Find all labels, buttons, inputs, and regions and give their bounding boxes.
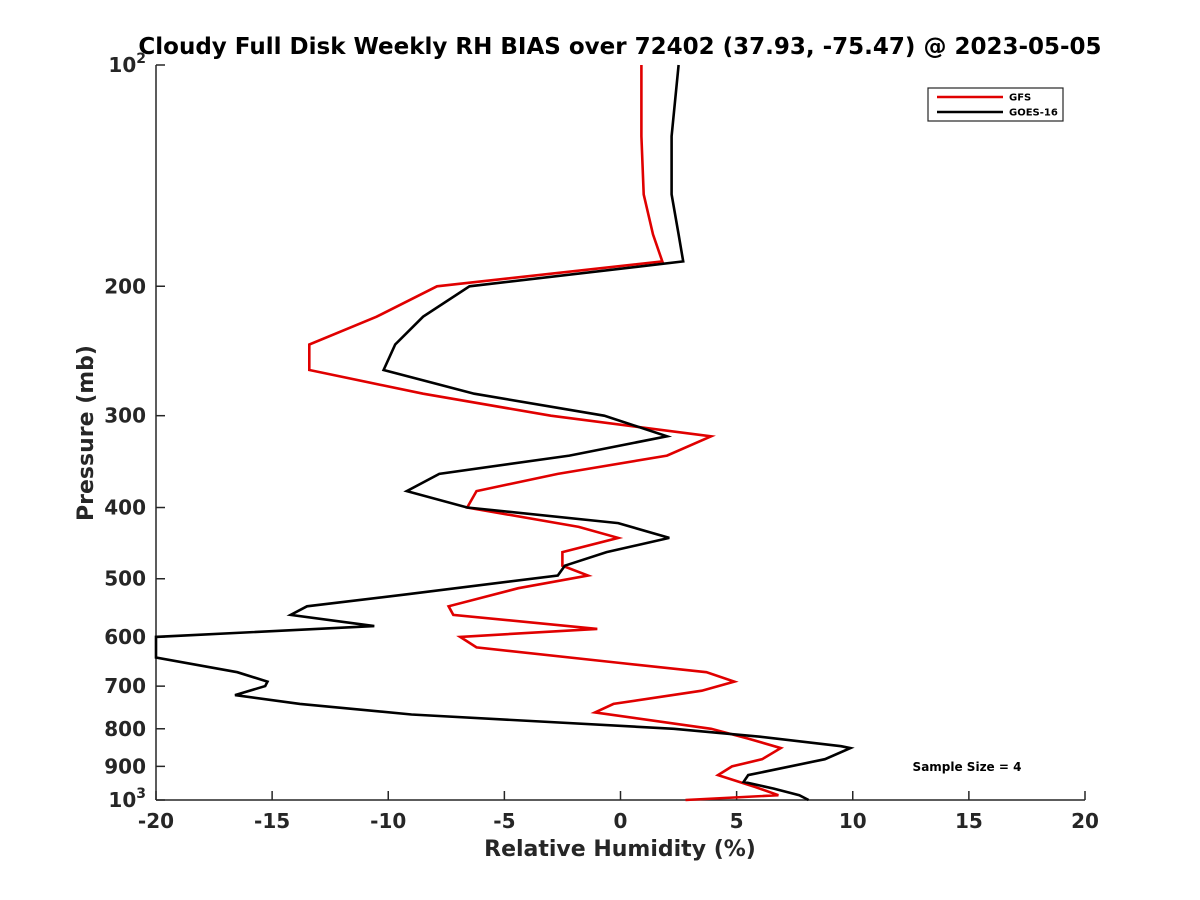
series-line-gfs (307, 65, 785, 802)
x-tick-label: -5 (493, 809, 515, 833)
plot-area (155, 65, 1085, 801)
y-tick-label-base: 10 (108, 788, 136, 812)
y-tick-label: 200 (104, 274, 146, 298)
y-tick-label-base: 900 (104, 754, 146, 778)
x-tick-label: -10 (370, 809, 406, 833)
y-tick-label-exponent: 3 (136, 786, 146, 802)
y-tick-label: 500 (104, 567, 146, 591)
y-tick-label: 102 (108, 51, 146, 77)
series-layer (154, 64, 855, 802)
legend-box (927, 87, 1064, 122)
legend: GFS GOES-16 (927, 87, 1064, 122)
x-tick-label: 5 (730, 809, 744, 833)
y-tick-label-exponent: 2 (136, 51, 146, 67)
y-tick-label-base: 200 (104, 274, 146, 298)
y-tick-label-base: 10 (108, 53, 136, 77)
x-tick-label: 15 (955, 809, 983, 833)
y-tick-label-base: 800 (104, 717, 146, 741)
x-tick-label: 20 (1071, 809, 1099, 833)
y-tick-label: 103 (108, 786, 146, 812)
x-axis-ticks: -20 -15 -10 -5 0 5 10 15 20 (138, 791, 1099, 833)
sample-size-annotation: Sample Size = 4 (913, 760, 1022, 774)
x-tick-label: 10 (839, 809, 867, 833)
y-tick-label: 400 (104, 496, 146, 520)
y-tick-label-base: 400 (104, 496, 146, 520)
legend-label-gfs: GFS (1009, 93, 1031, 104)
x-tick-label: 0 (614, 809, 628, 833)
y-tick-label-base: 600 (104, 625, 146, 649)
y-tick-label: 600 (104, 625, 146, 649)
y-tick-label: 700 (104, 674, 146, 698)
x-axis-label: Relative Humidity (%) (484, 837, 756, 862)
series-line-goes-16 (154, 64, 855, 802)
y-tick-label-base: 500 (104, 567, 146, 591)
y-tick-label-base: 700 (104, 674, 146, 698)
chart-title: Cloudy Full Disk Weekly RH BIAS over 724… (138, 34, 1101, 60)
y-axis-label: Pressure (mb) (74, 345, 99, 521)
x-tick-label: -15 (254, 809, 290, 833)
x-tick-label: -20 (138, 809, 174, 833)
y-tick-label: 900 (104, 754, 146, 778)
legend-label-goes-16: GOES-16 (1009, 108, 1058, 119)
y-tick-label: 300 (104, 404, 146, 428)
y-tick-label: 800 (104, 717, 146, 741)
y-tick-label-base: 300 (104, 404, 146, 428)
